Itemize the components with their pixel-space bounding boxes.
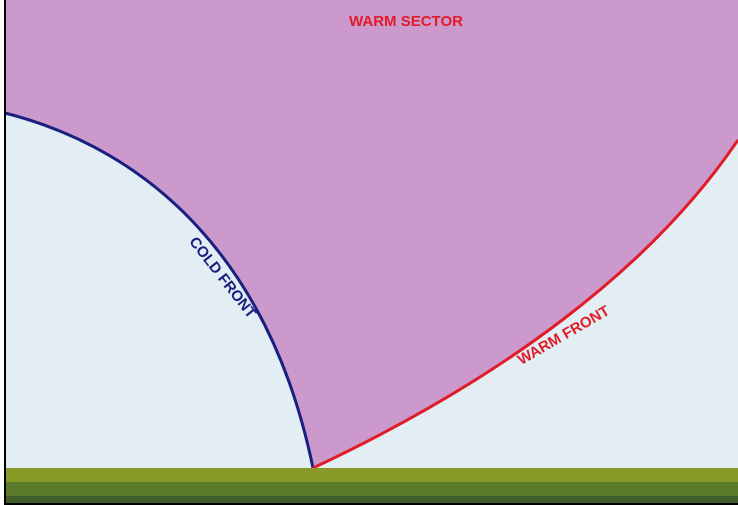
warm-sector-area bbox=[5, 0, 738, 468]
ground-shadow bbox=[5, 496, 738, 505]
ground-top bbox=[5, 468, 738, 482]
warm-sector-label: WARM SECTOR bbox=[349, 13, 463, 30]
cold-front-line bbox=[4, 111, 315, 469]
warm-front-line bbox=[312, 139, 738, 470]
